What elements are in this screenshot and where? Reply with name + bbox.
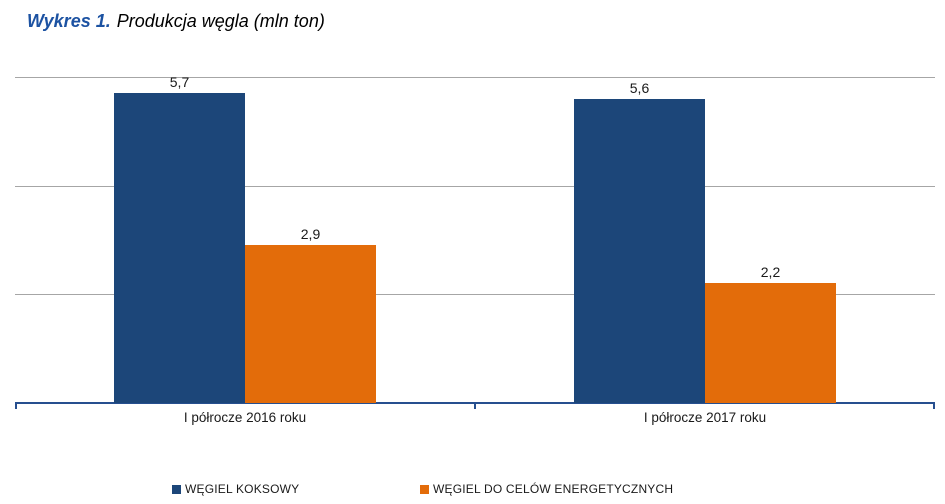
legend-item-energetyczny: WĘGIEL DO CELÓW ENERGETYCZNYCH — [420, 482, 673, 496]
bar-energetyczny-2016 — [245, 245, 376, 403]
legend-item-koksowy: WĘGIEL KOKSOWY — [172, 482, 299, 496]
bar-value-label-energetyczny-2017: 2,2 — [760, 264, 781, 280]
legend: WĘGIEL KOKSOWY WĘGIEL DO CELÓW ENERGETYCZ… — [0, 482, 945, 498]
x-axis-labels: I półrocze 2016 roku I półrocze 2017 roku — [15, 410, 935, 425]
axis-tick-left — [15, 403, 17, 409]
category-label-2017: I półrocze 2017 roku — [643, 410, 767, 425]
bar-koksowy-2016 — [114, 93, 245, 403]
bar-value-label-energetyczny-2016: 2,9 — [300, 226, 321, 242]
gridline-6 — [15, 77, 935, 78]
category-label-2016: I półrocze 2016 roku — [183, 410, 307, 425]
chart-title-text: Produkcja węgla (mln ton) — [116, 11, 325, 31]
gridline-2 — [15, 294, 935, 296]
legend-label-energetyczny: WĘGIEL DO CELÓW ENERGETYCZNYCH — [433, 482, 674, 496]
bar-energetyczny-2017 — [705, 283, 836, 403]
chart-title-number: Wykres 1. — [27, 11, 111, 31]
axis-tick-right — [933, 403, 935, 409]
bar-value-label-koksowy-2017: 5,6 — [629, 80, 650, 96]
axis-tick-middle — [474, 403, 476, 409]
chart-title: Wykres 1. Produkcja węgla (mln ton) — [27, 11, 325, 32]
legend-swatch-energetyczny — [420, 484, 429, 494]
gridline-4 — [15, 185, 935, 187]
bar-koksowy-2017 — [574, 99, 705, 403]
bar-value-label-koksowy-2016: 5,7 — [169, 74, 190, 90]
plot-area: 5,7 5,6 2,9 2,2 — [15, 74, 935, 409]
legend-label-koksowy: WĘGIEL KOKSOWY — [185, 482, 300, 496]
legend-swatch-koksowy — [172, 484, 181, 494]
